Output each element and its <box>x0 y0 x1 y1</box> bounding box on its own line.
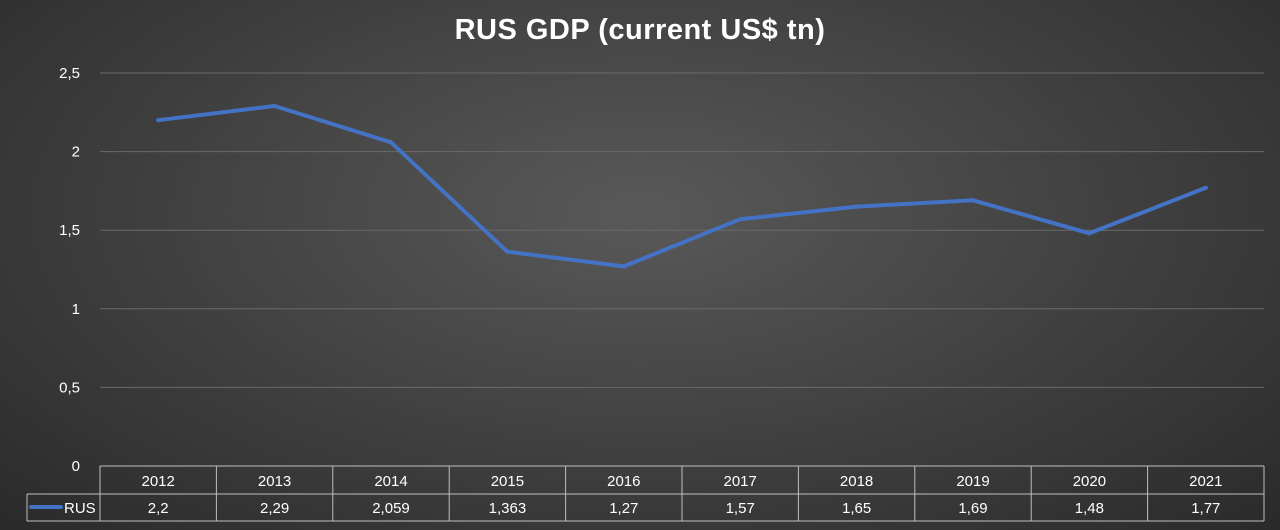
table-value: 1,77 <box>1191 500 1220 517</box>
table-value: 1,57 <box>726 500 755 517</box>
data-point <box>738 217 743 222</box>
x-category-label: 2012 <box>142 473 175 490</box>
x-category-label: 2015 <box>491 473 524 490</box>
table-value: 1,27 <box>609 500 638 517</box>
x-category-label: 2018 <box>840 473 873 490</box>
y-tick-label: 0,5 <box>59 379 80 396</box>
data-point <box>1087 231 1092 236</box>
gridlines <box>100 72 1264 388</box>
x-category-label: 2019 <box>956 473 989 490</box>
data-point <box>621 264 626 269</box>
data-point <box>389 140 393 145</box>
data-point <box>854 204 859 209</box>
chart-title: RUS GDP (current US$ tn) <box>454 14 826 46</box>
data-point <box>1203 185 1208 190</box>
table-value: 1,69 <box>958 500 987 517</box>
table-value: 1,363 <box>489 500 527 517</box>
table-value: 2,059 <box>372 500 410 517</box>
table-value: 2,29 <box>260 500 289 517</box>
y-tick-label: 2,5 <box>59 65 80 82</box>
y-axis-tick-labels: 0 0,5 1 1,5 2 2,5 <box>59 65 80 475</box>
series-line-rus <box>156 104 1208 269</box>
y-tick-label: 0 <box>72 458 80 475</box>
x-category-label: 2016 <box>607 473 640 490</box>
series-lines <box>156 104 1208 269</box>
x-category-label: 2020 <box>1073 473 1106 490</box>
y-tick-label: 1 <box>72 301 80 318</box>
table-value: 1,48 <box>1075 500 1104 517</box>
x-category-label: 2021 <box>1189 473 1222 490</box>
data-point <box>505 249 510 254</box>
x-category-label: 2014 <box>374 473 407 490</box>
x-category-label: 2017 <box>724 473 757 490</box>
data-table: 2012 2013 2014 2015 2016 2017 2018 2019 2020 2021… <box>26 465 1265 522</box>
x-category-label: 2013 <box>258 473 291 490</box>
table-value: 2,2 <box>148 500 169 517</box>
data-point <box>156 118 161 123</box>
y-tick-label: 1,5 <box>59 222 80 239</box>
legend-series-name: RUS <box>64 500 96 517</box>
data-point <box>971 198 975 203</box>
y-tick-label: 2 <box>72 144 80 161</box>
data-point <box>272 104 277 109</box>
table-value: 1,65 <box>842 500 871 517</box>
